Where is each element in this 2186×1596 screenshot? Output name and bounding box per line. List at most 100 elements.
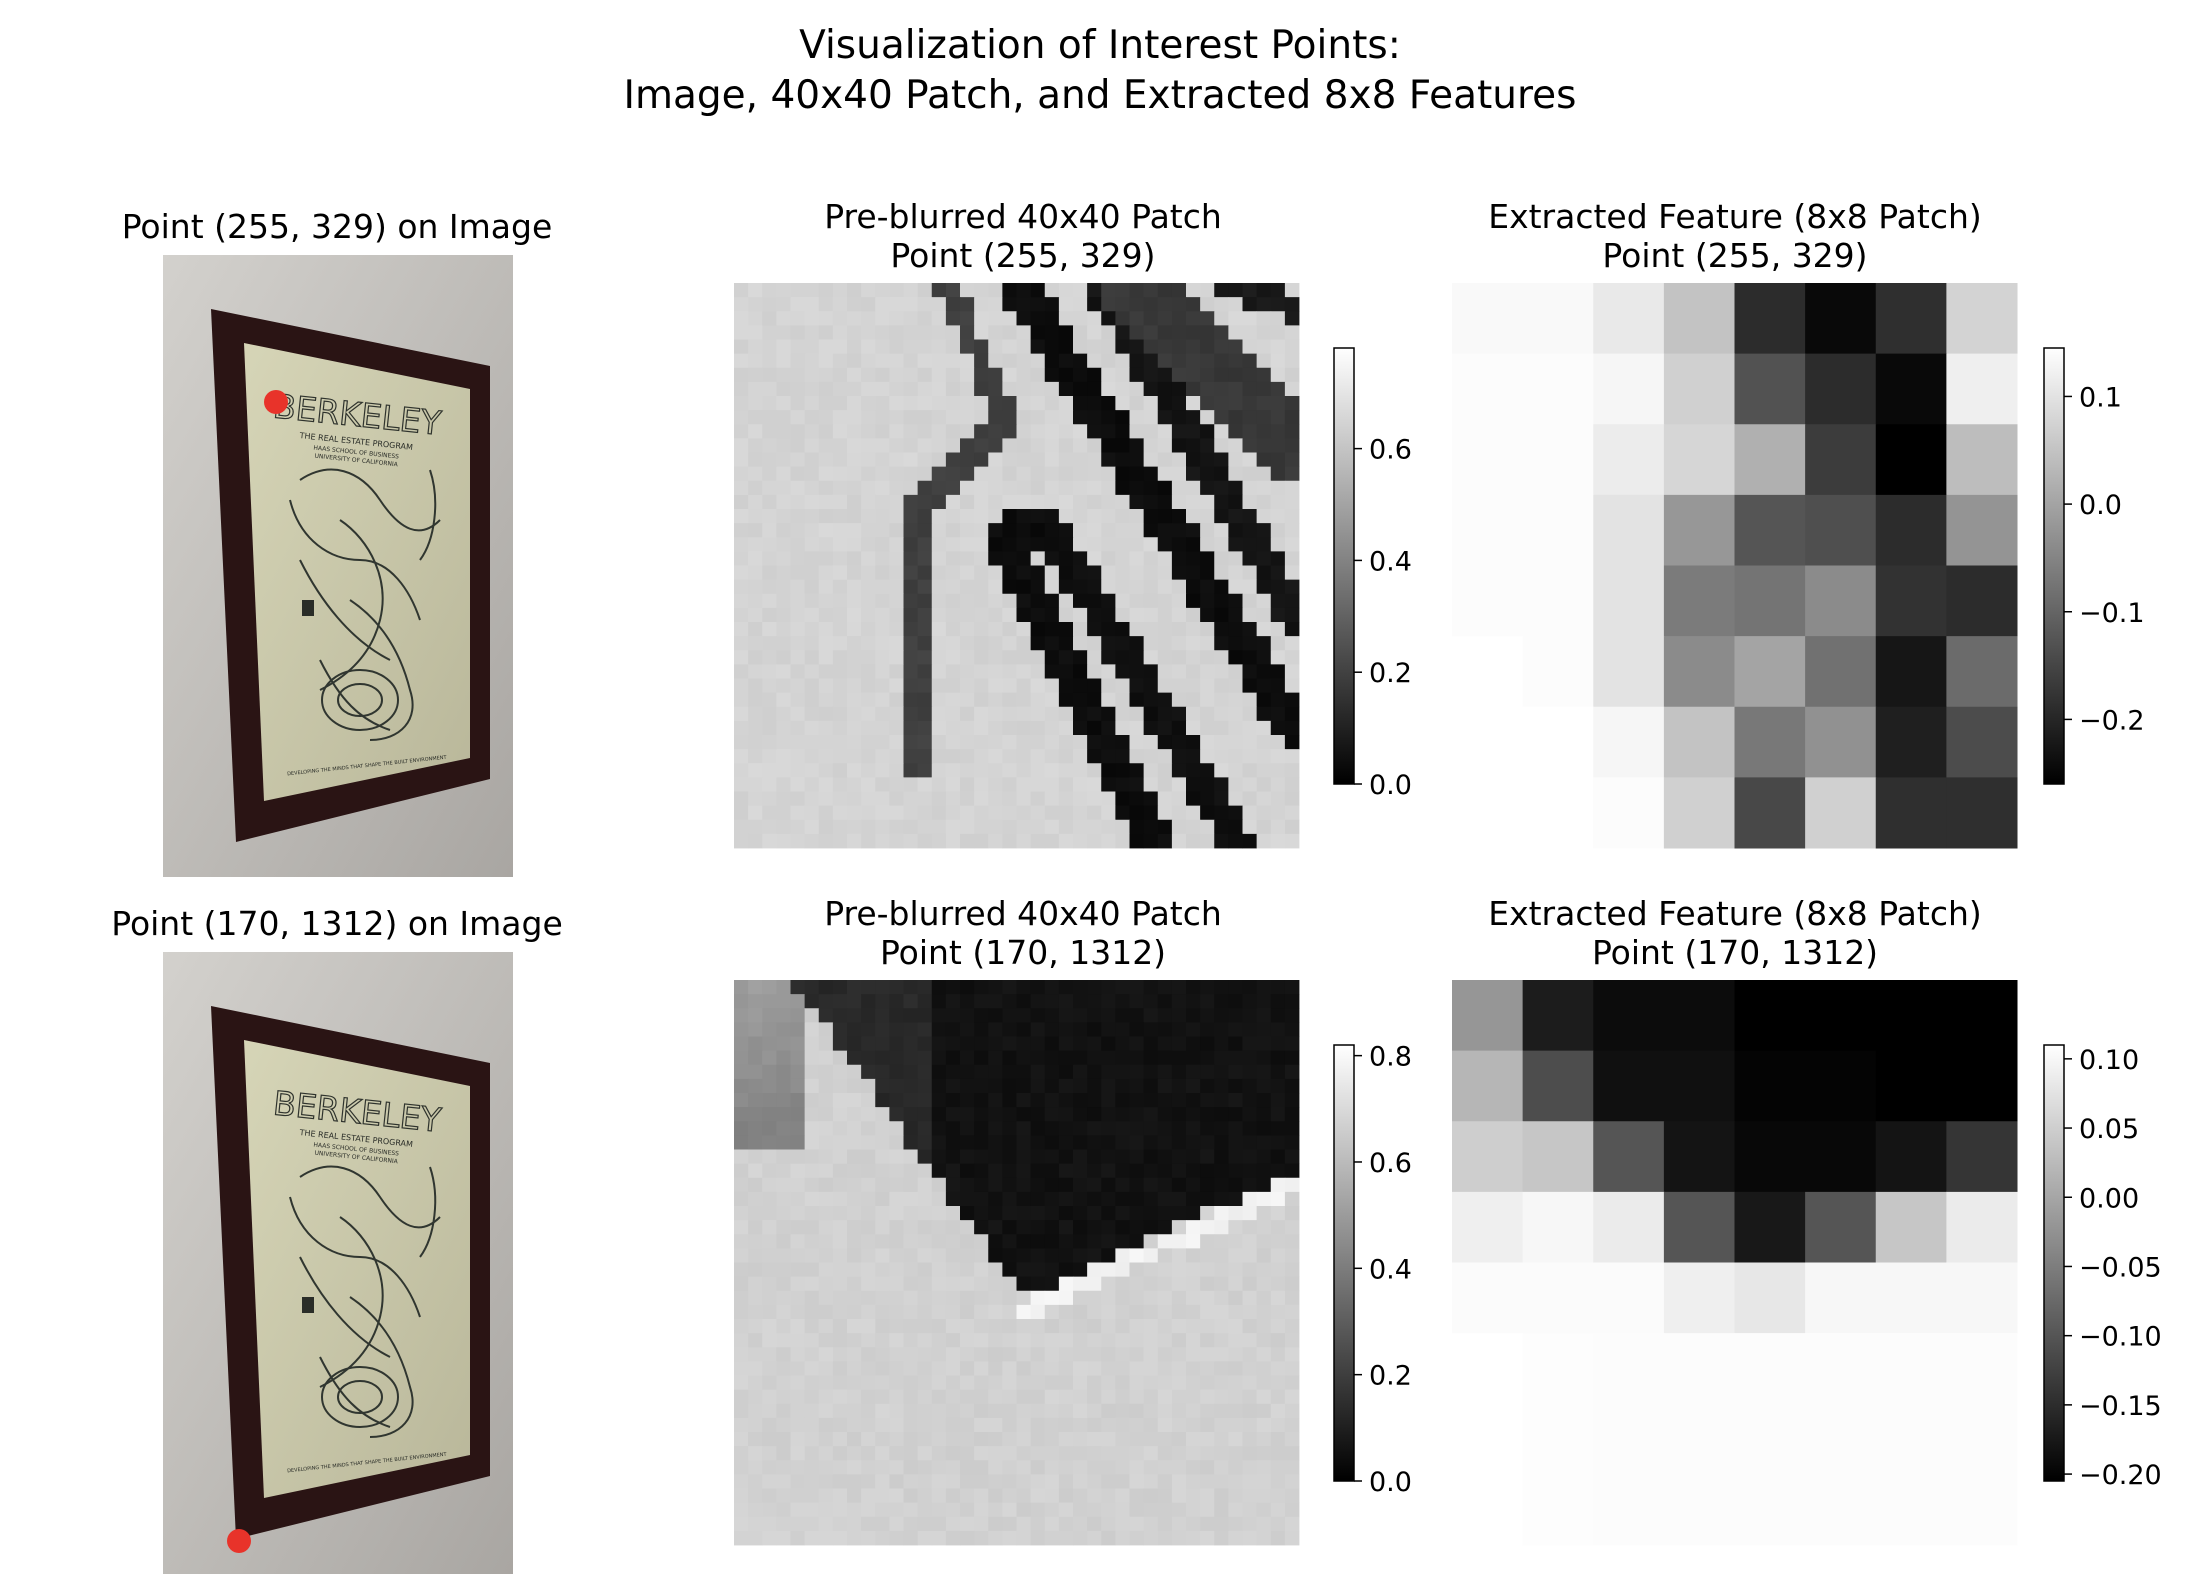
colorbar-tick-label: 0.0 (1369, 770, 1412, 801)
heatmap-cell (1946, 706, 2018, 778)
colorbar-tick-label: −0.2 (2079, 705, 2145, 736)
heatmap-cell (1663, 1262, 1736, 1334)
figure-title-line2: Image, 40x40 Patch, and Extracted 8x8 Fe… (624, 73, 1577, 118)
heatmap-cell (1663, 980, 1736, 1052)
heatmap-cell (1593, 1191, 1665, 1264)
heatmap-cell (1734, 283, 1806, 355)
heatmap-cell (1663, 706, 1736, 778)
heatmap-cell (1875, 1121, 1947, 1193)
heatmap-cell (1805, 1333, 1877, 1405)
heatmap-cell (1805, 283, 1877, 355)
heatmap-cell (1875, 1191, 1947, 1264)
heatmap-cell (1593, 1262, 1665, 1334)
heatmap-cell (1946, 283, 2018, 355)
colorbar-tick-label: −0.10 (2079, 1322, 2162, 1353)
heatmap-cell (1946, 1050, 2018, 1122)
heatmap-cell (1663, 1333, 1736, 1405)
heatmap-cell (1663, 777, 1736, 849)
colorbar-tick-label: 0.00 (2079, 1183, 2139, 1214)
heatmap-cell (1805, 1403, 1877, 1475)
heatmap-cell (1805, 353, 1877, 425)
heatmap-cell (1875, 565, 1947, 637)
heatmap-cell (1522, 424, 1594, 496)
heatmap-cell (1663, 1403, 1736, 1475)
heatmap-cell (1452, 353, 1524, 425)
heatmap-cell (1805, 565, 1877, 637)
heatmap-cell (1875, 424, 1947, 496)
heatmap-cell (1946, 1262, 2018, 1334)
heatmap-cell (1593, 353, 1665, 425)
heatmap-cell (1593, 1403, 1665, 1475)
heatmap-cell (1522, 353, 1594, 425)
heatmap-cell (1875, 353, 1947, 425)
heatmap-cell (1734, 1403, 1806, 1475)
heatmap-cell (1734, 353, 1806, 425)
heatmap-cell (1946, 1474, 2018, 1546)
colorbar-tick-label: 0.10 (2079, 1045, 2139, 1076)
heatmap-cell (1663, 1474, 1736, 1546)
heatmap-cell (1522, 1121, 1594, 1193)
colorbar-tick-label: 0.4 (1369, 546, 1412, 577)
heatmap-cell (1734, 1191, 1806, 1264)
interest-point-marker (264, 390, 288, 414)
colorbar-tick-label: 0.6 (1369, 435, 1412, 466)
patch-title-2-line2: Point (170, 1312) (880, 933, 1166, 972)
image-title-2: Point (170, 1312) on Image (111, 904, 563, 943)
colorbar-gradient (2043, 347, 2065, 785)
heatmap-cell (1522, 1262, 1594, 1334)
image-title-1: Point (255, 329) on Image (122, 207, 553, 246)
qr-code (302, 600, 314, 616)
colorbar-tick-label: 0.1 (2079, 382, 2122, 413)
patch-colorbar-2: 0.8 0.6 0.4 0.2 0.0 (1333, 1042, 1412, 1498)
heatmap-cell (1663, 424, 1736, 496)
feature-heatmap-1 (1452, 283, 2018, 849)
heatmap-cell (1875, 1474, 1947, 1546)
heatmap-cell (1593, 777, 1665, 849)
heatmap-cell (1663, 1121, 1736, 1193)
colorbar-tick-label: 0.0 (1369, 1467, 1412, 1498)
heatmap-cell (1734, 706, 1806, 778)
heatmap-cell (1875, 1403, 1947, 1475)
heatmap-cell (1663, 565, 1736, 637)
heatmap-cell (1734, 1262, 1806, 1334)
heatmap-cell (1593, 1121, 1665, 1193)
heatmap-cell (1452, 1262, 1524, 1334)
heatmap-cell (1946, 424, 2018, 496)
heatmap-cell (1946, 565, 2018, 637)
feature-colorbar-2: 0.10 0.05 0.00 −0.05 −0.10 −0.15 −0.20 (2043, 1044, 2162, 1491)
heatmap-cell (1946, 636, 2018, 708)
colorbar-tick-label: 0.2 (1369, 1361, 1412, 1392)
heatmap-cell (1593, 636, 1665, 708)
colorbar-tick-label: 0.8 (1369, 1042, 1412, 1073)
patch-image-1 (734, 283, 1300, 849)
heatmap-cell (1452, 424, 1524, 496)
feature-title-1-line2: Point (255, 329) (1602, 236, 1867, 275)
heatmap-cell (1734, 1333, 1806, 1405)
patch-image-2 (734, 980, 1300, 1546)
patch-title-1-line1: Pre-blurred 40x40 Patch (824, 197, 1222, 236)
heatmap-cell (1875, 706, 1947, 778)
heatmap-cell (1522, 1050, 1594, 1122)
heatmap-cell (1663, 1191, 1736, 1264)
heatmap-cell (1946, 1191, 2018, 1264)
heatmap-cell (1593, 706, 1665, 778)
poster (244, 343, 470, 801)
heatmap-cell (1734, 777, 1806, 849)
qr-code (302, 1297, 314, 1313)
heatmap-cell (1875, 980, 1947, 1052)
feature-title-2-line1: Extracted Feature (8x8 Patch) (1488, 894, 1982, 933)
heatmap-cell (1734, 424, 1806, 496)
patch-title-1-line2: Point (255, 329) (890, 236, 1155, 275)
colorbar-tick-label: 0.05 (2079, 1114, 2139, 1145)
heatmap-cell (1805, 706, 1877, 778)
colorbar-tick-label: 0.0 (2079, 490, 2122, 521)
heatmap-cell (1663, 1050, 1736, 1122)
colorbar-tick-label: 0.2 (1369, 658, 1412, 689)
heatmap-cell (1946, 1121, 2018, 1193)
heatmap-cell (1522, 980, 1594, 1052)
heatmap-cell (1805, 1474, 1877, 1546)
heatmap-cell (1805, 494, 1877, 567)
photo-2: BERKELEY THE REAL ESTATE PROGRAM HAAS SC… (163, 952, 513, 1574)
colorbar-gradient (1333, 1044, 1355, 1482)
heatmap-cell (1805, 424, 1877, 496)
